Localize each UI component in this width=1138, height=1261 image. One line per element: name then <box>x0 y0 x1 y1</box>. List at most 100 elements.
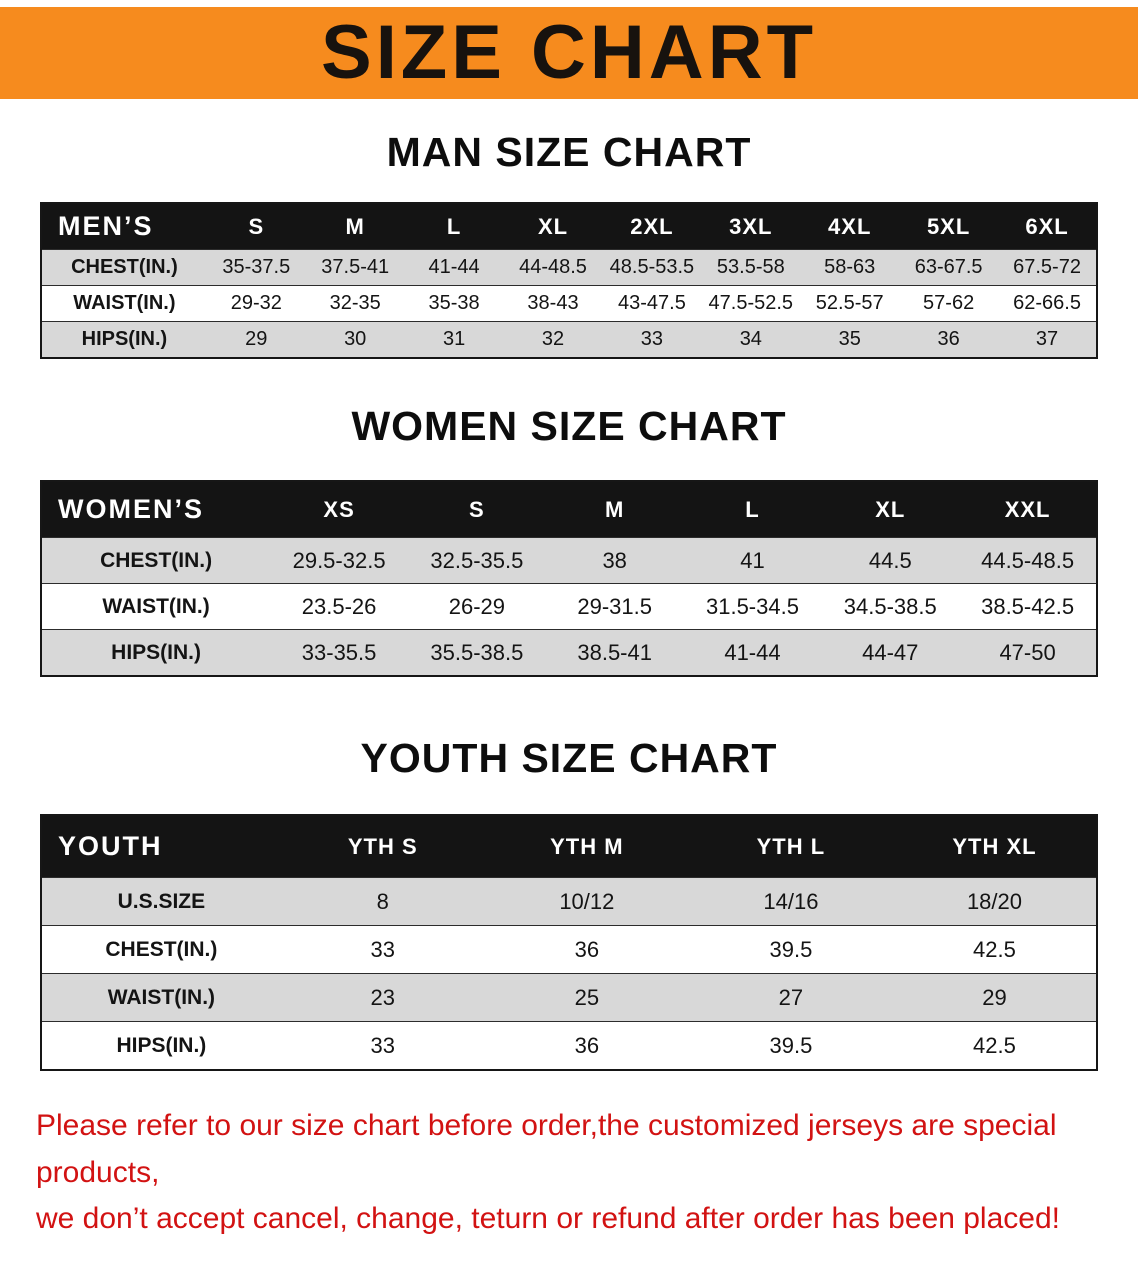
banner-title: SIZE CHART <box>321 10 817 95</box>
table-row: HIPS(IN.) 29 30 31 32 33 34 35 36 37 <box>41 321 1097 358</box>
table-cell: 31 <box>404 321 504 358</box>
size-column-header: L <box>745 496 760 522</box>
table-row: HIPS(IN.) 33-35.5 35.5-38.5 38.5-41 41-44 44-… <box>41 629 1097 676</box>
size-column-header: 5XL <box>926 213 971 239</box>
size-column-header: 3XL <box>729 213 773 239</box>
table-cell: 35-37.5 <box>206 249 306 286</box>
row-label: HIPS(IN.) <box>41 629 271 676</box>
size-chart-banner: SIZE CHART <box>0 7 1138 99</box>
row-label: WAIST(IN.) <box>41 285 207 322</box>
disclaimer-line-1: Please refer to our size chart before or… <box>36 1109 1057 1189</box>
table-cell: 58-63 <box>800 249 900 286</box>
order-disclaimer: Please refer to our size chart before or… <box>36 1103 1102 1243</box>
table-cell: 32.5-35.5 <box>407 537 546 584</box>
table-cell: 39.5 <box>688 1021 893 1070</box>
table-cell: 33-35.5 <box>270 629 408 676</box>
table-corner-label: YOUTH <box>58 831 163 861</box>
table-cell: 38.5-42.5 <box>959 583 1097 630</box>
size-column-header: 4XL <box>828 213 872 239</box>
table-cell: 57-62 <box>899 285 999 322</box>
table-cell: 35-38 <box>404 285 504 322</box>
table-cell: 48.5-53.5 <box>602 249 702 286</box>
table-cell: 27 <box>688 973 893 1022</box>
size-column-header: XS <box>323 496 355 522</box>
row-label: CHEST(IN.) <box>41 925 281 974</box>
table-header-row: MEN’S S M L XL 2XL 3XL 4XL 5XL 6XL <box>41 203 1097 250</box>
row-label: WAIST(IN.) <box>41 583 271 630</box>
youth-size-table: YOUTH YTH S YTH M YTH L YTH XL U.S.SIZE 8 10/12… <box>40 814 1098 1071</box>
table-cell: 38.5-41 <box>545 629 684 676</box>
men-size-table: MEN’S S M L XL 2XL 3XL 4XL 5XL 6XL CHEST(IN.) 35-37… <box>40 202 1098 359</box>
size-column-header: YTH XL <box>952 833 1037 859</box>
table-cell: 39.5 <box>688 925 893 974</box>
size-column-header: YTH L <box>756 833 826 859</box>
table-cell: 29-32 <box>206 285 306 322</box>
table-cell: 38-43 <box>503 285 603 322</box>
table-row: CHEST(IN.) 35-37.5 37.5-41 41-44 44-48.5 48.5… <box>41 249 1097 286</box>
row-label: WAIST(IN.) <box>41 973 281 1022</box>
size-column-header: M <box>605 496 625 522</box>
table-cell: 31.5-34.5 <box>683 583 822 630</box>
size-column-header: S <box>248 213 265 239</box>
table-cell: 33 <box>280 925 485 974</box>
size-column-header: S <box>469 496 485 522</box>
size-column-header: YTH S <box>347 833 418 859</box>
table-cell: 14/16 <box>688 877 893 926</box>
row-label: HIPS(IN.) <box>41 1021 281 1070</box>
youth-size-chart-heading: YOUTH SIZE CHART <box>360 735 778 781</box>
table-cell: 29 <box>892 973 1097 1022</box>
table-cell: 33 <box>280 1021 485 1070</box>
table-cell: 42.5 <box>892 925 1097 974</box>
table-cell: 44-47 <box>821 629 960 676</box>
size-column-header: XL <box>875 496 906 522</box>
table-row: HIPS(IN.) 33 36 39.5 42.5 <box>41 1021 1097 1070</box>
table-cell: 44-48.5 <box>503 249 603 286</box>
table-cell: 62-66.5 <box>998 285 1097 322</box>
table-cell: 36 <box>484 1021 689 1070</box>
table-cell: 35.5-38.5 <box>407 629 546 676</box>
table-row: WAIST(IN.) 29-32 32-35 35-38 38-43 43-47.5 47.… <box>41 285 1097 322</box>
size-column-header: XXL <box>1004 496 1051 522</box>
table-cell: 32-35 <box>305 285 405 322</box>
table-cell: 23 <box>280 973 485 1022</box>
table-cell: 10/12 <box>484 877 689 926</box>
table-cell: 34.5-38.5 <box>821 583 960 630</box>
size-column-header: M <box>345 213 365 239</box>
table-cell: 36 <box>899 321 999 358</box>
table-row: CHEST(IN.) 29.5-32.5 32.5-35.5 38 41 44.5 44.5… <box>41 537 1097 584</box>
table-cell: 44.5-48.5 <box>959 537 1097 584</box>
table-cell: 43-47.5 <box>602 285 702 322</box>
table-corner-label: MEN’S <box>58 211 154 241</box>
row-label: U.S.SIZE <box>41 877 281 926</box>
table-header-row: WOMEN’S XS S M L XL XXL <box>41 481 1097 538</box>
man-size-chart-heading: MAN SIZE CHART <box>386 129 752 175</box>
table-cell: 52.5-57 <box>800 285 900 322</box>
table-cell: 34 <box>701 321 801 358</box>
table-cell: 29-31.5 <box>545 583 684 630</box>
table-cell: 41 <box>683 537 822 584</box>
table-cell: 35 <box>800 321 900 358</box>
size-column-header: YTH M <box>550 833 624 859</box>
table-cell: 38 <box>545 537 684 584</box>
size-column-header: 2XL <box>630 213 674 239</box>
table-row: CHEST(IN.) 33 36 39.5 42.5 <box>41 925 1097 974</box>
table-cell: 63-67.5 <box>899 249 999 286</box>
table-row: WAIST(IN.) 23 25 27 29 <box>41 973 1097 1022</box>
table-cell: 37 <box>998 321 1097 358</box>
table-cell: 47-50 <box>959 629 1097 676</box>
women-size-chart-heading: WOMEN SIZE CHART <box>351 403 787 449</box>
table-cell: 67.5-72 <box>998 249 1097 286</box>
row-label: HIPS(IN.) <box>41 321 207 358</box>
table-cell: 41-44 <box>683 629 822 676</box>
women-size-table: WOMEN’S XS S M L XL XXL CHEST(IN.) 29.5-32.5 32.5… <box>40 480 1098 677</box>
table-corner-label: WOMEN’S <box>58 494 204 524</box>
table-cell: 30 <box>305 321 405 358</box>
table-cell: 37.5-41 <box>305 249 405 286</box>
table-cell: 42.5 <box>892 1021 1097 1070</box>
table-row: WAIST(IN.) 23.5-26 26-29 29-31.5 31.5-34.5 34… <box>41 583 1097 630</box>
table-cell: 33 <box>602 321 702 358</box>
row-label: CHEST(IN.) <box>41 249 207 286</box>
table-cell: 44.5 <box>821 537 960 584</box>
row-label: CHEST(IN.) <box>41 537 271 584</box>
